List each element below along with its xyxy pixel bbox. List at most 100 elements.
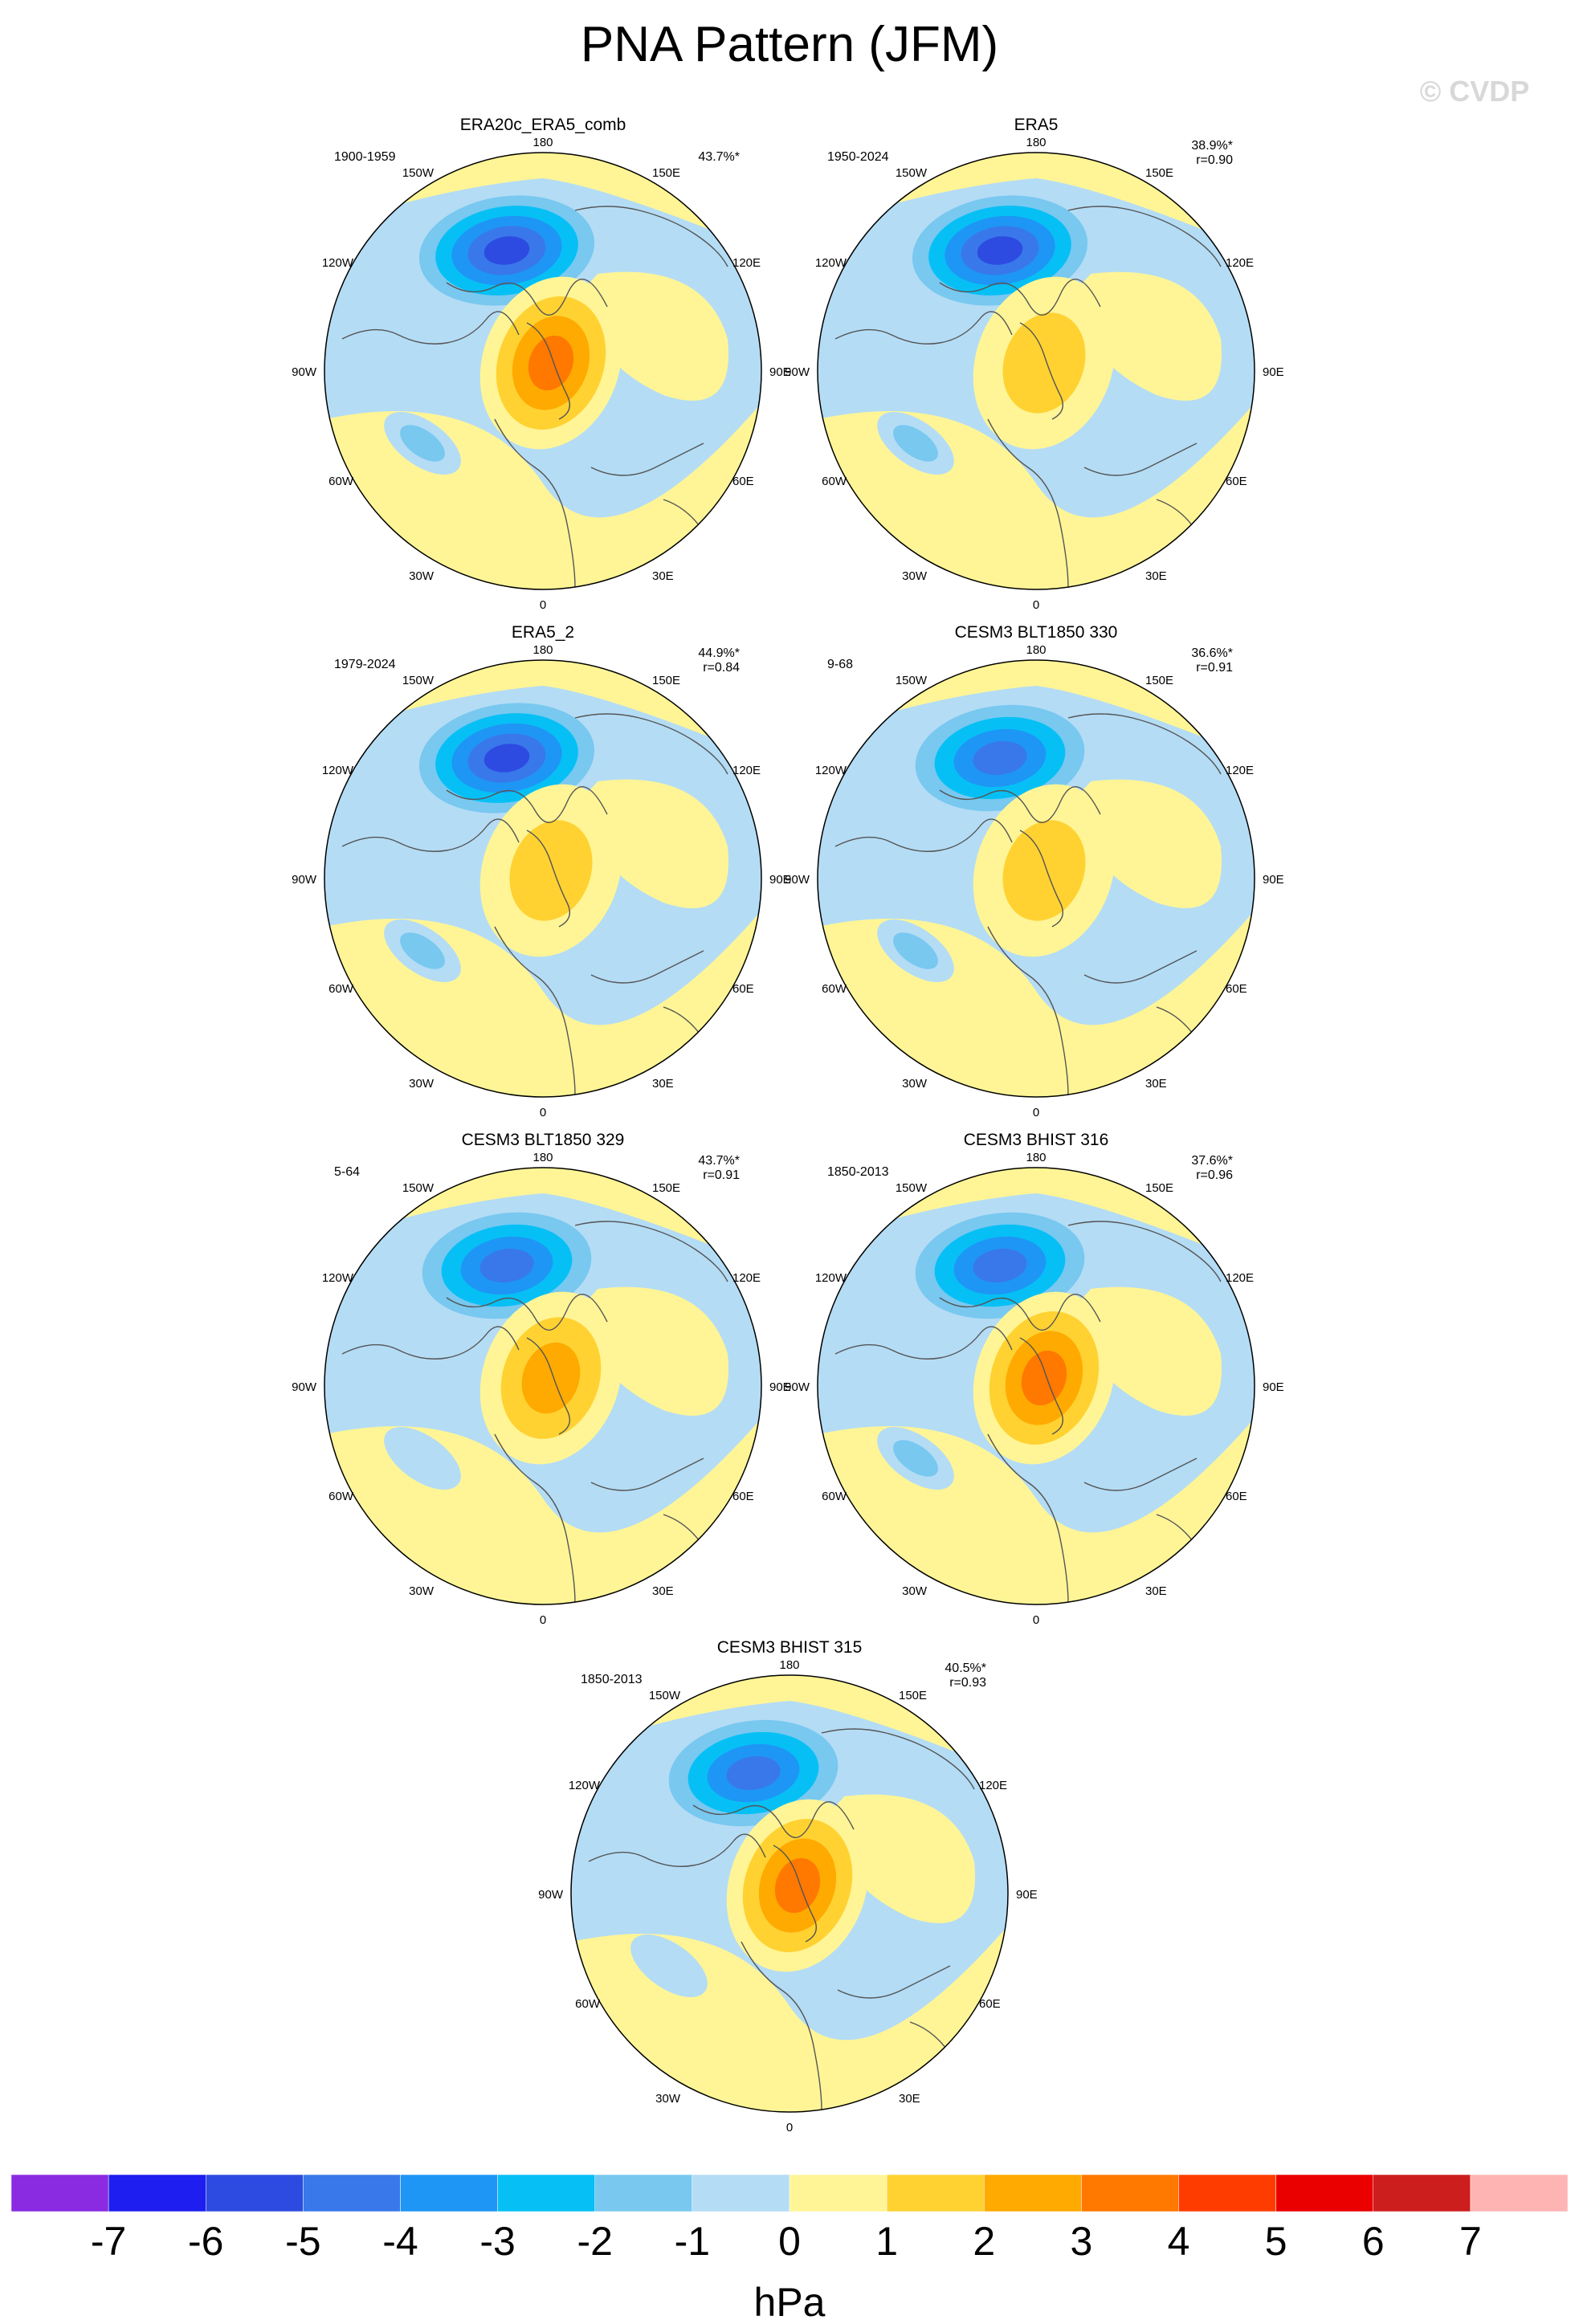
lon-label: 30W — [902, 1584, 928, 1598]
coastline-4 — [494, 418, 576, 589]
lon-label: 90W — [292, 365, 317, 379]
panel-4: 180 0 90W 90E 150W 150E 120W 120E 60W 60E 30W 30E CE… — [785, 623, 1284, 1119]
colorbar-swatch — [1275, 2174, 1373, 2212]
panel-pct: 43.7%* — [698, 1154, 740, 1168]
lon-label: 60E — [979, 1997, 1001, 2011]
colorbar-swatch — [886, 2174, 985, 2212]
colorbar-tick-label: -7 — [91, 2219, 126, 2264]
panel-title: ERA20c_ERA5_comb — [460, 116, 626, 134]
panel-1: 180 0 90W 90E 150W 150E 120W 120E 60W 60E 30W 30E ER… — [292, 116, 791, 612]
panel-corr: r=0.93 — [949, 1676, 986, 1690]
coastline-3 — [1067, 1221, 1222, 1282]
pole-high-level-4 — [528, 335, 574, 391]
panel-title: CESM3 BHIST 316 — [964, 1131, 1109, 1149]
positive-region-east — [1081, 779, 1222, 908]
lon-label: 180 — [1026, 643, 1046, 657]
colorbar-swatch — [10, 2174, 109, 2212]
atlantic-low-level-2 — [400, 932, 445, 969]
coastline-2 — [939, 1294, 1101, 1331]
coastline-5 — [590, 950, 704, 984]
lon-label: 0 — [1033, 598, 1039, 612]
panel-corr: r=0.84 — [703, 661, 740, 675]
panel-years: 1900-1959 — [334, 150, 396, 164]
panel-corr: r=0.90 — [1196, 153, 1233, 167]
lon-label: 60W — [822, 475, 847, 488]
coastline-1 — [834, 818, 1013, 852]
panel-2: 180 0 90W 90E 150W 150E 120W 120E 60W 60E 30W 30E ER… — [785, 116, 1284, 612]
colorbar-tick-label: 5 — [1265, 2219, 1287, 2264]
panel-7: 180 0 90W 90E 150W 150E 120W 120E 60W 60E 30W 30E CE… — [538, 1638, 1038, 2134]
colorbar-tick-label: 1 — [875, 2219, 898, 2264]
lon-label: 0 — [1033, 1613, 1039, 1627]
pacific-low-level-6 — [483, 236, 530, 265]
lon-label: 150W — [896, 1181, 928, 1195]
coastline-1 — [834, 311, 1013, 345]
coastline-1 — [341, 311, 520, 345]
colorbar-swatch — [789, 2174, 887, 2212]
panel-pct: 40.5%* — [945, 1661, 986, 1675]
atlantic-low-level-2 — [893, 1440, 938, 1477]
lon-label: 120E — [1226, 764, 1254, 777]
lon-label: 180 — [779, 1658, 799, 1672]
colorbar-tick-label: 6 — [1362, 2219, 1385, 2264]
lon-label: 90E — [769, 1380, 791, 1394]
lon-label: 120W — [322, 764, 354, 777]
panel-pct: 36.6%* — [1191, 646, 1233, 660]
lon-label: 150E — [652, 674, 680, 687]
colorbar-tick-label: -6 — [188, 2219, 223, 2264]
colorbar-swatch — [1373, 2174, 1471, 2212]
coastline-4 — [987, 418, 1069, 589]
coastline-4 — [741, 1941, 822, 2111]
lon-label: 0 — [540, 598, 546, 612]
panel-corr: r=0.91 — [703, 1168, 740, 1182]
coastline-3 — [821, 1728, 975, 1790]
lon-label: 120W — [322, 1271, 354, 1285]
positive-region-east — [1081, 1286, 1222, 1416]
map-rim — [324, 659, 762, 1098]
lon-label: 90E — [1016, 1888, 1038, 1902]
lon-label: 0 — [786, 2121, 793, 2134]
lon-label: 150E — [1145, 674, 1173, 687]
panel-title: CESM3 BLT1850 329 — [462, 1131, 625, 1149]
lon-label: 90E — [769, 365, 791, 379]
lon-label: 120E — [979, 1779, 1007, 1792]
lon-label: 90W — [538, 1888, 564, 1902]
lon-label: 180 — [1026, 1151, 1046, 1164]
lon-label: 150W — [402, 166, 435, 180]
coastline-6 — [1019, 830, 1063, 928]
lon-label: 30W — [902, 1077, 928, 1091]
lon-label: 180 — [1026, 136, 1046, 149]
panel-3: 180 0 90W 90E 150W 150E 120W 120E 60W 60E 30W 30E ER… — [292, 623, 791, 1119]
lon-label: 30E — [652, 569, 674, 583]
atlantic-low-level-2 — [400, 425, 445, 462]
lon-label: 90W — [785, 1380, 810, 1394]
panel-title: ERA5 — [1014, 116, 1059, 134]
lon-label: 30E — [1145, 1584, 1167, 1598]
map-rim — [570, 1674, 1009, 2113]
lon-label: 60E — [732, 982, 754, 996]
colorbar-swatch — [594, 2174, 693, 2212]
lon-label: 150E — [1145, 1181, 1173, 1195]
lon-label: 120W — [569, 1779, 601, 1792]
panel-title: CESM3 BLT1850 330 — [955, 623, 1118, 642]
colorbar-swatch — [303, 2174, 401, 2212]
positive-region-east — [588, 271, 728, 401]
colorbar-swatch — [108, 2174, 206, 2212]
lon-label: 90E — [1263, 873, 1284, 887]
coastline-5 — [1083, 950, 1198, 984]
map-rim — [324, 152, 762, 590]
colorbar-tick-label: 0 — [778, 2219, 801, 2264]
lon-label: 90W — [785, 365, 810, 379]
pacific-low-level-5 — [726, 1755, 781, 1791]
lon-label: 150W — [402, 674, 435, 687]
lon-label: 180 — [532, 1151, 553, 1164]
colorbar-tick-label: -3 — [479, 2219, 515, 2264]
lon-label: 120E — [732, 256, 761, 270]
coastline-2 — [446, 1294, 608, 1331]
lon-label: 30W — [409, 569, 435, 583]
colorbar-tick-label: -1 — [675, 2219, 710, 2264]
coastline-5 — [590, 442, 704, 476]
pacific-low-level-5 — [479, 1248, 534, 1283]
coastline-5 — [837, 1965, 951, 1999]
